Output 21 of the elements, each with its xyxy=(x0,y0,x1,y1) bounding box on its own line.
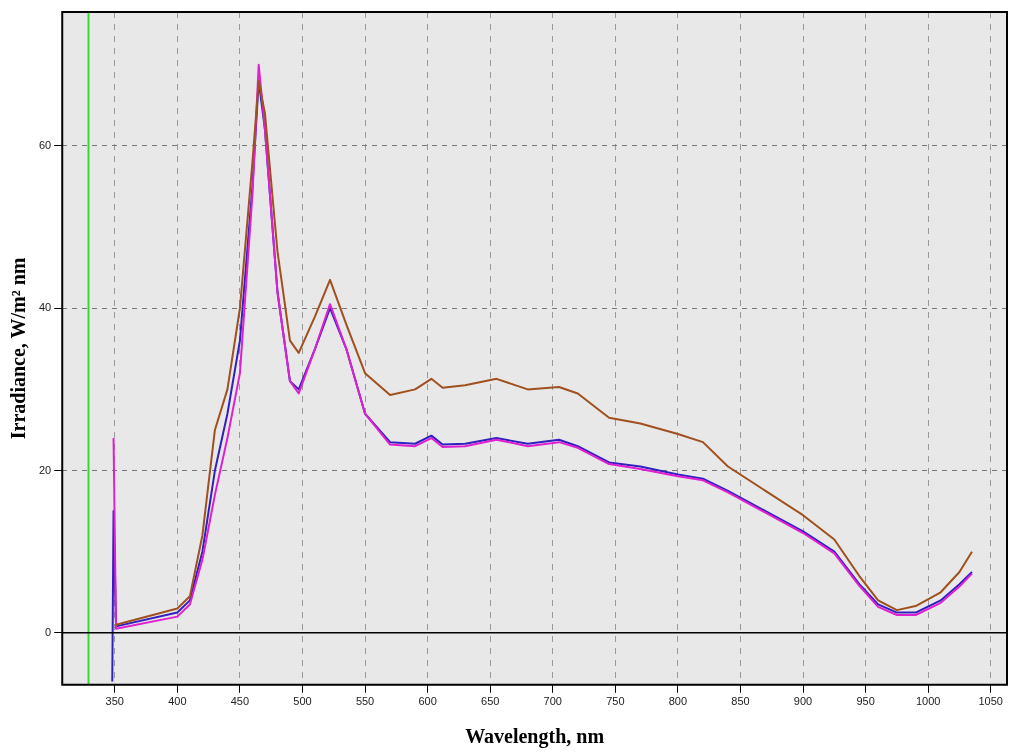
y-axis-title: Irradiance, W/m² nm xyxy=(7,257,30,440)
x-tick-label: 1000 xyxy=(915,695,941,708)
x-tick-label: 550 xyxy=(355,695,375,708)
x-tick-label: 650 xyxy=(481,695,500,708)
x-tick-label: 400 xyxy=(168,695,187,708)
x-tick-label: 450 xyxy=(230,695,250,708)
x-tick-label: 750 xyxy=(606,695,625,708)
x-tick-label: 900 xyxy=(793,695,813,708)
x-tick-label: 850 xyxy=(731,695,750,708)
x-tick-label: 500 xyxy=(293,695,312,708)
x-tick-label: 800 xyxy=(668,695,688,708)
x-tick-label: 600 xyxy=(418,695,437,708)
y-tick-label: 20 xyxy=(38,463,52,476)
y-tick-label: 60 xyxy=(38,138,52,151)
x-axis-title: Wavelength, nm xyxy=(465,725,605,749)
y-tick-label: 40 xyxy=(38,301,52,314)
x-tick-label: 350 xyxy=(105,695,124,708)
y-tick-label: 0 xyxy=(45,625,52,638)
x-tick-label: 950 xyxy=(856,695,875,708)
x-tick-label: 1050 xyxy=(978,695,1003,708)
x-tick-label: 700 xyxy=(543,695,562,708)
